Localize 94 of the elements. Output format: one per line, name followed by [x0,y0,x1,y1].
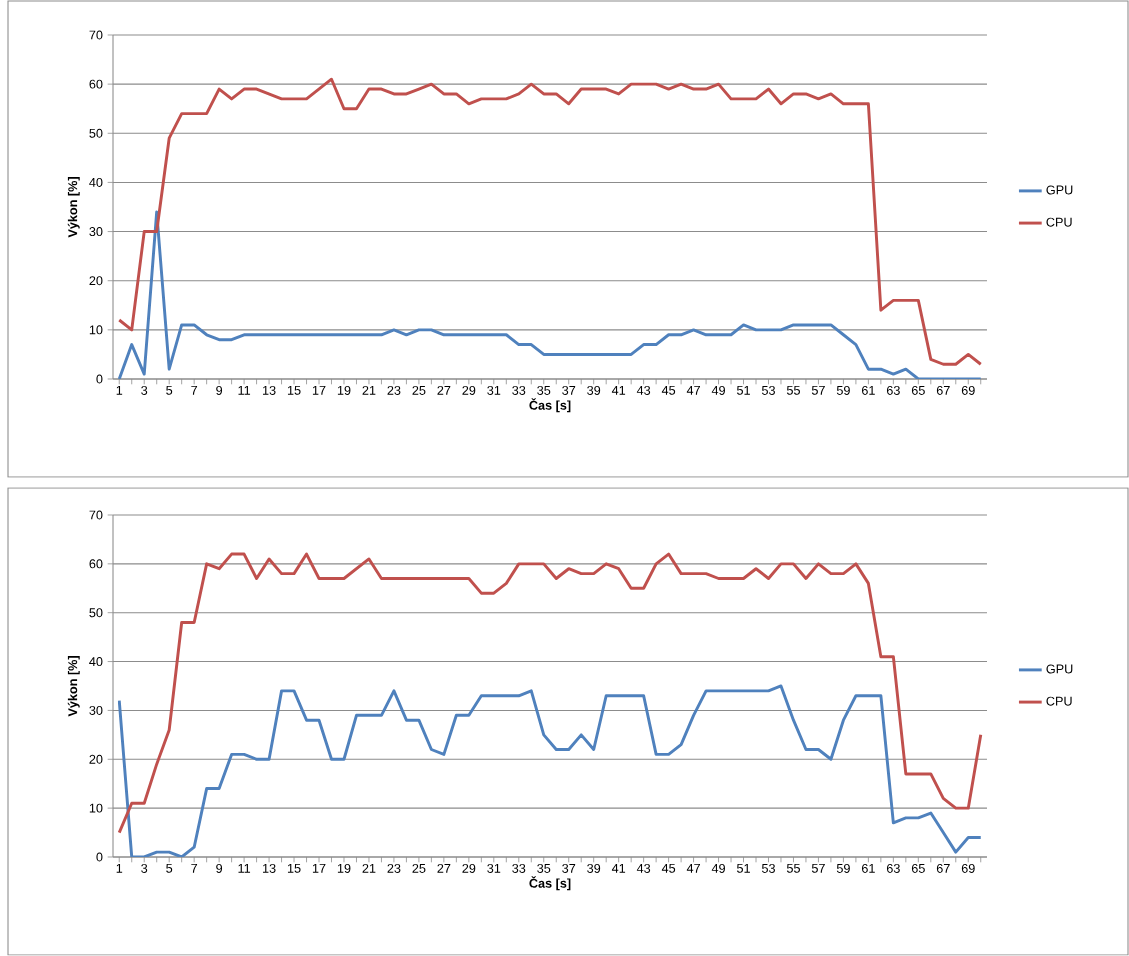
x-tick-label: 37 [562,385,576,395]
x-tick-label: 17 [312,863,326,873]
x-tick-label: 67 [936,385,950,395]
x-tick-label: 7 [191,863,198,873]
x-tick-label: 53 [761,385,775,395]
x-tick-label: 33 [512,863,526,873]
x-tick-label: 59 [836,385,850,395]
y-tick-label: 50 [89,128,103,138]
x-tick-label: 3 [141,385,148,395]
x-tick-label: 65 [911,863,925,873]
x-tick-label: 67 [936,863,950,873]
y-tick-label: 0 [96,374,103,384]
x-tick-label: 61 [861,863,875,873]
legend-label: GPU [1046,185,1073,195]
x-tick-label: 55 [786,385,800,395]
x-tick-label: 53 [761,863,775,873]
x-tick-label: 55 [786,863,800,873]
x-tick-label: 65 [911,385,925,395]
y-tick-label: 60 [89,79,103,89]
x-tick-label: 37 [562,863,576,873]
x-tick-label: 47 [686,385,700,395]
x-tick-label: 3 [141,863,148,873]
x-tick-label: 31 [487,863,501,873]
x-tick-label: 27 [437,863,451,873]
y-tick-label: 30 [89,227,103,237]
x-tick-label: 29 [462,863,476,873]
x-tick-label: 23 [387,385,401,395]
x-tick-label: 35 [537,863,551,873]
x-tick-label: 11 [238,863,251,873]
x-tick-label: 39 [587,385,601,395]
x-tick-label: 15 [287,863,301,873]
x-tick-label: 25 [412,863,426,873]
x-tick-label: 11 [238,385,251,395]
x-tick-label: 49 [711,863,725,873]
x-tick-label: 57 [811,863,825,873]
y-tick-label: 70 [89,510,103,520]
x-tick-label: 41 [611,385,626,395]
legend-label: CPU [1046,217,1072,227]
x-tick-label: 19 [337,863,351,873]
x-tick-label: 5 [166,385,173,395]
x-tick-label: 69 [961,385,975,395]
y-tick-label: 30 [89,705,103,715]
x-tick-label: 27 [437,385,451,395]
y-tick-label: 0 [96,852,103,862]
y-axis-title: Výkon [%] [67,656,80,717]
y-tick-label: 50 [89,608,103,618]
x-tick-label: 1 [116,863,123,873]
x-tick-label: 63 [886,385,900,395]
x-tick-label: 13 [262,385,276,395]
x-tick-label: 43 [636,863,651,873]
x-tick-label: 21 [362,385,376,395]
x-tick-label: 61 [861,385,875,395]
y-tick-label: 40 [89,177,103,187]
legend-label: GPU [1046,664,1073,674]
x-tick-label: 9 [216,385,223,395]
y-tick-label: 10 [89,803,103,813]
x-tick-label: 23 [387,863,401,873]
x-tick-label: 5 [166,863,173,873]
x-tick-label: 49 [711,385,725,395]
x-tick-label: 25 [412,385,426,395]
x-tick-label: 17 [312,385,326,395]
x-tick-label: 51 [736,863,750,873]
x-tick-label: 41 [611,863,626,873]
x-tick-label: 39 [587,863,601,873]
x-tick-label: 21 [362,863,376,873]
y-tick-label: 20 [89,276,103,286]
x-axis-title: Čas [s] [529,876,571,891]
x-tick-label: 15 [287,385,301,395]
x-tick-label: 9 [216,863,223,873]
x-tick-label: 35 [537,385,551,395]
x-tick-label: 43 [636,385,651,395]
y-tick-label: 70 [89,30,103,40]
x-tick-label: 7 [191,385,198,395]
x-tick-label: 63 [886,863,900,873]
x-tick-label: 45 [661,863,676,873]
y-axis-title: Výkon [%] [67,177,80,238]
x-tick-label: 51 [736,385,750,395]
x-tick-label: 13 [262,863,276,873]
x-tick-label: 69 [961,863,975,873]
legend-label: CPU [1046,696,1072,706]
x-tick-label: 33 [512,385,526,395]
y-tick-label: 60 [89,559,103,569]
x-tick-label: 47 [686,863,700,873]
y-tick-label: 10 [89,325,103,335]
x-tick-label: 31 [487,385,501,395]
x-tick-label: 45 [661,385,676,395]
x-tick-label: 57 [811,385,825,395]
x-tick-label: 59 [836,863,850,873]
x-tick-label: 19 [337,385,351,395]
y-tick-label: 20 [89,754,103,764]
y-tick-label: 40 [89,657,103,667]
x-tick-label: 29 [462,385,476,395]
x-tick-label: 1 [116,385,123,395]
x-axis-title: Čas [s] [529,398,571,413]
